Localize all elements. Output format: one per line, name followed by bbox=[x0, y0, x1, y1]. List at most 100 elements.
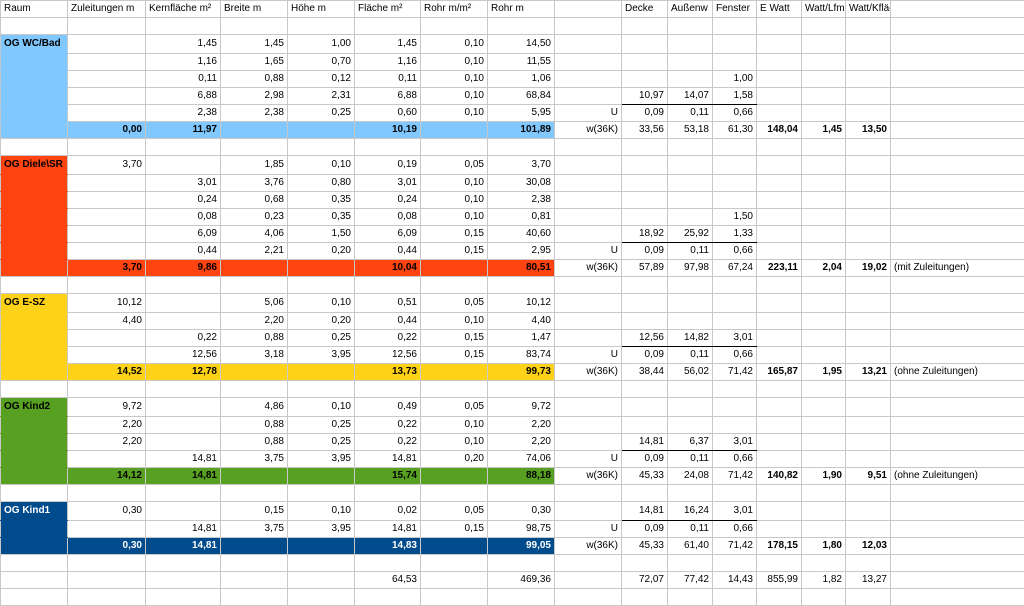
cell[interactable]: 0,10 bbox=[288, 398, 355, 417]
cell[interactable] bbox=[846, 88, 891, 105]
cell[interactable] bbox=[622, 417, 668, 434]
total-cell[interactable]: 14,81 bbox=[146, 468, 221, 485]
cell[interactable]: U bbox=[555, 347, 622, 364]
cell[interactable] bbox=[846, 277, 891, 294]
cell[interactable] bbox=[421, 139, 488, 156]
total-cell[interactable]: 12,03 bbox=[846, 538, 891, 555]
total-cell[interactable]: 80,51 bbox=[488, 260, 555, 277]
cell[interactable] bbox=[891, 417, 1024, 434]
cell[interactable] bbox=[146, 381, 221, 398]
cell[interactable] bbox=[713, 294, 757, 313]
grand-total-cell[interactable]: 14,43 bbox=[713, 572, 757, 589]
cell[interactable] bbox=[802, 277, 846, 294]
total-cell[interactable]: 165,87 bbox=[757, 364, 802, 381]
cell[interactable] bbox=[421, 18, 488, 35]
cell[interactable] bbox=[891, 398, 1024, 417]
cell[interactable] bbox=[891, 175, 1024, 192]
cell[interactable]: 1,16 bbox=[146, 54, 221, 71]
cell[interactable] bbox=[891, 313, 1024, 330]
cell[interactable] bbox=[68, 35, 146, 54]
cell[interactable] bbox=[488, 381, 555, 398]
cell[interactable] bbox=[355, 139, 421, 156]
total-cell[interactable]: 10,04 bbox=[355, 260, 421, 277]
cell[interactable] bbox=[1, 139, 68, 156]
cell[interactable]: 0,44 bbox=[146, 243, 221, 260]
cell[interactable] bbox=[713, 277, 757, 294]
total-cell[interactable]: (mit Zuleitungen) bbox=[891, 260, 1024, 277]
cell[interactable] bbox=[68, 277, 146, 294]
total-cell[interactable]: 61,40 bbox=[668, 538, 713, 555]
room-cell[interactable] bbox=[1, 451, 68, 468]
cell[interactable]: 3,01 bbox=[713, 434, 757, 451]
grand-total-cell[interactable] bbox=[221, 572, 288, 589]
total-cell[interactable]: 10,19 bbox=[355, 122, 421, 139]
cell[interactable] bbox=[668, 35, 713, 54]
cell[interactable] bbox=[757, 589, 802, 606]
cell[interactable] bbox=[68, 54, 146, 71]
total-cell[interactable]: w(36K) bbox=[555, 538, 622, 555]
cell[interactable] bbox=[802, 18, 846, 35]
column-header[interactable] bbox=[555, 1, 622, 18]
cell[interactable]: 0,15 bbox=[421, 521, 488, 538]
cell[interactable] bbox=[846, 209, 891, 226]
column-header[interactable]: Decke bbox=[622, 1, 668, 18]
cell[interactable] bbox=[622, 294, 668, 313]
total-cell[interactable] bbox=[288, 364, 355, 381]
cell[interactable]: 0,22 bbox=[355, 330, 421, 347]
cell[interactable] bbox=[421, 381, 488, 398]
cell[interactable]: 0,44 bbox=[355, 313, 421, 330]
cell[interactable]: 0,66 bbox=[713, 243, 757, 260]
cell[interactable]: 0,02 bbox=[355, 502, 421, 521]
cell[interactable]: 0,10 bbox=[421, 71, 488, 88]
cell[interactable] bbox=[68, 347, 146, 364]
cell[interactable] bbox=[221, 555, 288, 572]
cell[interactable] bbox=[713, 313, 757, 330]
cell[interactable] bbox=[622, 485, 668, 502]
cell[interactable] bbox=[668, 381, 713, 398]
cell[interactable] bbox=[802, 313, 846, 330]
cell[interactable]: 25,92 bbox=[668, 226, 713, 243]
cell[interactable] bbox=[846, 502, 891, 521]
cell[interactable] bbox=[757, 209, 802, 226]
cell[interactable]: 3,01 bbox=[713, 330, 757, 347]
cell[interactable]: 10,12 bbox=[68, 294, 146, 313]
cell[interactable] bbox=[757, 35, 802, 54]
cell[interactable] bbox=[668, 417, 713, 434]
cell[interactable] bbox=[891, 434, 1024, 451]
cell[interactable] bbox=[68, 18, 146, 35]
cell[interactable] bbox=[846, 226, 891, 243]
cell[interactable] bbox=[355, 485, 421, 502]
room-cell[interactable] bbox=[1, 330, 68, 347]
room-cell[interactable] bbox=[1, 434, 68, 451]
cell[interactable] bbox=[68, 521, 146, 538]
total-cell[interactable]: (ohne Zuleitungen) bbox=[891, 364, 1024, 381]
total-cell[interactable]: 9,51 bbox=[846, 468, 891, 485]
cell[interactable] bbox=[288, 18, 355, 35]
cell[interactable] bbox=[146, 398, 221, 417]
cell[interactable] bbox=[846, 485, 891, 502]
cell[interactable]: 12,56 bbox=[146, 347, 221, 364]
total-cell[interactable] bbox=[891, 122, 1024, 139]
cell[interactable]: 1,50 bbox=[288, 226, 355, 243]
cell[interactable] bbox=[668, 313, 713, 330]
cell[interactable] bbox=[891, 209, 1024, 226]
cell[interactable] bbox=[891, 156, 1024, 175]
total-cell[interactable] bbox=[421, 260, 488, 277]
cell[interactable] bbox=[355, 381, 421, 398]
cell[interactable] bbox=[355, 18, 421, 35]
column-header[interactable]: Rohr m bbox=[488, 1, 555, 18]
cell[interactable]: 6,37 bbox=[668, 434, 713, 451]
cell[interactable] bbox=[757, 485, 802, 502]
cell[interactable] bbox=[355, 277, 421, 294]
column-header[interactable]: Höhe m bbox=[288, 1, 355, 18]
cell[interactable]: 0,19 bbox=[355, 156, 421, 175]
cell[interactable] bbox=[555, 555, 622, 572]
cell[interactable]: 3,01 bbox=[355, 175, 421, 192]
cell[interactable] bbox=[757, 226, 802, 243]
cell[interactable] bbox=[846, 417, 891, 434]
cell[interactable]: 4,40 bbox=[488, 313, 555, 330]
cell[interactable]: 0,11 bbox=[668, 243, 713, 260]
cell[interactable] bbox=[668, 294, 713, 313]
cell[interactable]: 0,49 bbox=[355, 398, 421, 417]
cell[interactable]: 10,97 bbox=[622, 88, 668, 105]
